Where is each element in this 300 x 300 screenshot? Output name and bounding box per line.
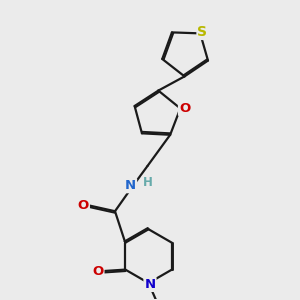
Text: O: O (92, 265, 103, 278)
Text: O: O (78, 199, 89, 212)
Text: N: N (144, 278, 156, 291)
Text: H: H (142, 176, 152, 189)
Text: S: S (197, 25, 208, 39)
Text: O: O (179, 102, 190, 115)
Text: N: N (125, 179, 136, 192)
